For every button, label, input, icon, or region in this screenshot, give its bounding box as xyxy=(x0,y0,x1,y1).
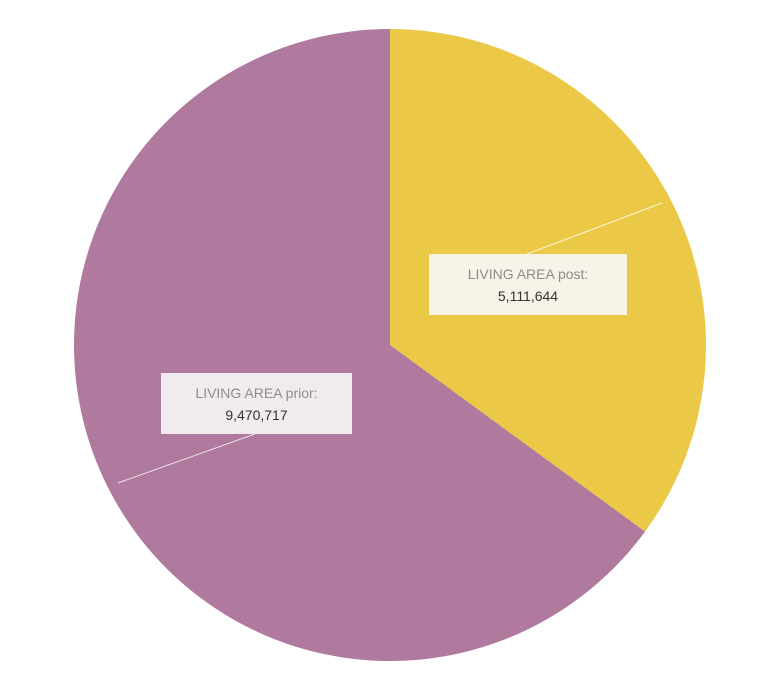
data-label-name-prior: LIVING AREA prior: xyxy=(195,385,317,401)
leader-line-post xyxy=(526,202,663,255)
pie-labels: LIVING AREA post: 5,111,644 LIVING AREA pr… xyxy=(117,202,663,484)
data-label-box-prior xyxy=(161,373,352,434)
pie-slices xyxy=(74,29,706,661)
data-label-box-post xyxy=(429,254,627,315)
data-label-value-prior: 9,470,717 xyxy=(225,407,287,423)
pie-slice-prior[interactable] xyxy=(74,29,646,661)
data-label-name-post: LIVING AREA post: xyxy=(468,266,589,282)
data-label-value-post: 5,111,644 xyxy=(498,288,558,304)
leader-line-prior xyxy=(117,433,256,484)
